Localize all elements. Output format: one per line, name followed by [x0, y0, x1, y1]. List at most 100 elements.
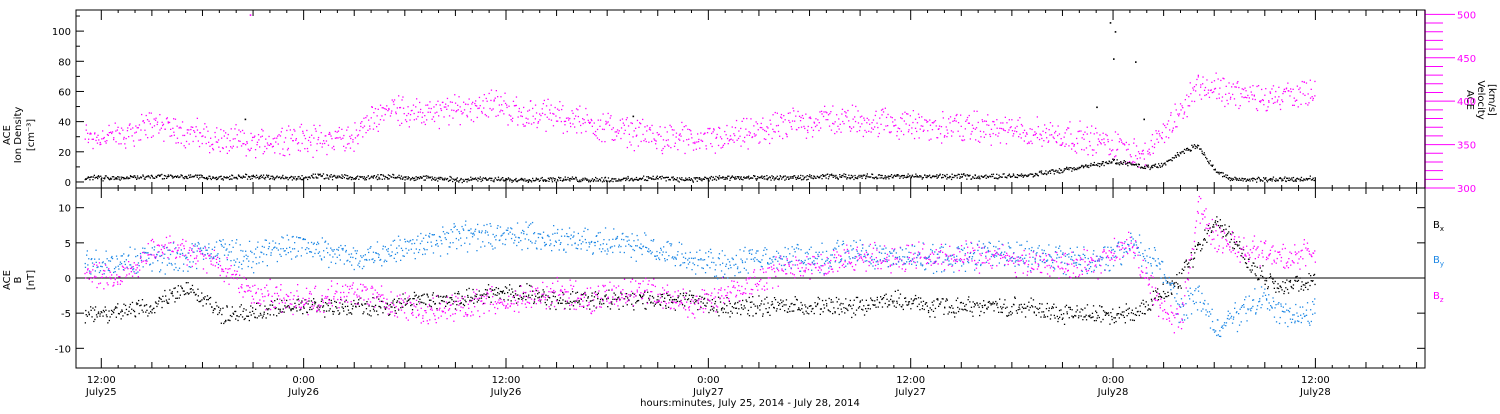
- data-point: [794, 304, 795, 305]
- data-point: [93, 321, 94, 322]
- data-point: [85, 310, 86, 311]
- x-tick-label-date: July26: [287, 387, 319, 398]
- data-point: [725, 177, 726, 178]
- data-point: [1233, 179, 1234, 180]
- data-point: [842, 303, 843, 304]
- data-point: [1121, 140, 1122, 141]
- data-point: [264, 312, 265, 313]
- data-point: [289, 154, 290, 155]
- data-point: [288, 148, 289, 149]
- data-point: [969, 123, 970, 124]
- data-point: [252, 311, 253, 312]
- data-point: [807, 307, 808, 308]
- data-point: [550, 177, 551, 178]
- data-point: [843, 307, 844, 308]
- data-point: [1153, 153, 1154, 154]
- data-point: [968, 299, 969, 300]
- data-point: [120, 143, 121, 144]
- data-point: [1028, 174, 1029, 175]
- data-point: [994, 303, 995, 304]
- data-point: [739, 179, 740, 180]
- data-point: [960, 176, 961, 177]
- data-point: [723, 312, 724, 313]
- data-point: [108, 135, 109, 136]
- data-point: [758, 295, 759, 296]
- data-point: [1144, 143, 1145, 144]
- data-point: [920, 129, 921, 130]
- data-point: [483, 293, 484, 294]
- data-point: [445, 306, 446, 307]
- data-point: [96, 177, 97, 178]
- data-point: [277, 299, 278, 300]
- data-point: [668, 307, 669, 308]
- data-point: [860, 300, 861, 301]
- data-point: [363, 311, 364, 312]
- data-point: [1313, 98, 1314, 99]
- data-point: [797, 299, 798, 300]
- data-point: [831, 302, 832, 303]
- data-point: [853, 305, 854, 306]
- data-point: [117, 303, 118, 304]
- data-point: [864, 175, 865, 176]
- data-point: [272, 305, 273, 306]
- data-point: [795, 296, 796, 297]
- data-point: [349, 136, 350, 137]
- data-point: [175, 287, 176, 288]
- data-point: [643, 294, 644, 295]
- data-point: [250, 133, 251, 134]
- data-point: [510, 179, 511, 180]
- data-point: [972, 316, 973, 317]
- data-point: [1011, 306, 1012, 307]
- data-point: [781, 302, 782, 303]
- data-point: [246, 316, 247, 317]
- data-point: [198, 140, 199, 141]
- data-point: [653, 176, 654, 177]
- data-point: [879, 302, 880, 303]
- data-point: [552, 181, 553, 182]
- data-point: [831, 299, 832, 300]
- data-point: [376, 126, 377, 127]
- data-point: [775, 299, 776, 300]
- data-point: [603, 303, 604, 304]
- data-point: [1293, 181, 1294, 182]
- data-point: [124, 137, 125, 138]
- data-point: [1164, 142, 1165, 143]
- data-point: [688, 298, 689, 299]
- data-point: [676, 299, 677, 300]
- data-point: [857, 110, 858, 111]
- data-point: [239, 176, 240, 177]
- data-point: [906, 113, 907, 114]
- data-point: [599, 139, 600, 140]
- data-point: [915, 119, 916, 120]
- data-point: [1058, 125, 1059, 126]
- data-point: [815, 306, 816, 307]
- data-point: [267, 177, 268, 178]
- data-point: [174, 301, 175, 302]
- data-point: [1046, 308, 1047, 309]
- data-point: [494, 289, 495, 290]
- data-point: [355, 306, 356, 307]
- data-point: [815, 178, 816, 179]
- data-point: [705, 306, 706, 307]
- data-point: [96, 314, 97, 315]
- data-point: [171, 135, 172, 136]
- data-point: [480, 295, 481, 296]
- data-point: [311, 309, 312, 310]
- data-point: [499, 298, 500, 299]
- data-point: [138, 127, 139, 128]
- data-point: [779, 303, 780, 304]
- data-point: [809, 176, 810, 177]
- data-point: [251, 314, 252, 315]
- data-point: [122, 315, 123, 316]
- data-point: [916, 131, 917, 132]
- data-point: [644, 126, 645, 127]
- data-point: [1064, 146, 1065, 147]
- data-point: [495, 177, 496, 178]
- data-point: [1158, 163, 1159, 164]
- data-point: [100, 144, 101, 145]
- data-point: [1265, 177, 1266, 178]
- data-point: [386, 105, 387, 106]
- data-point: [1184, 113, 1185, 114]
- data-point: [1246, 97, 1247, 98]
